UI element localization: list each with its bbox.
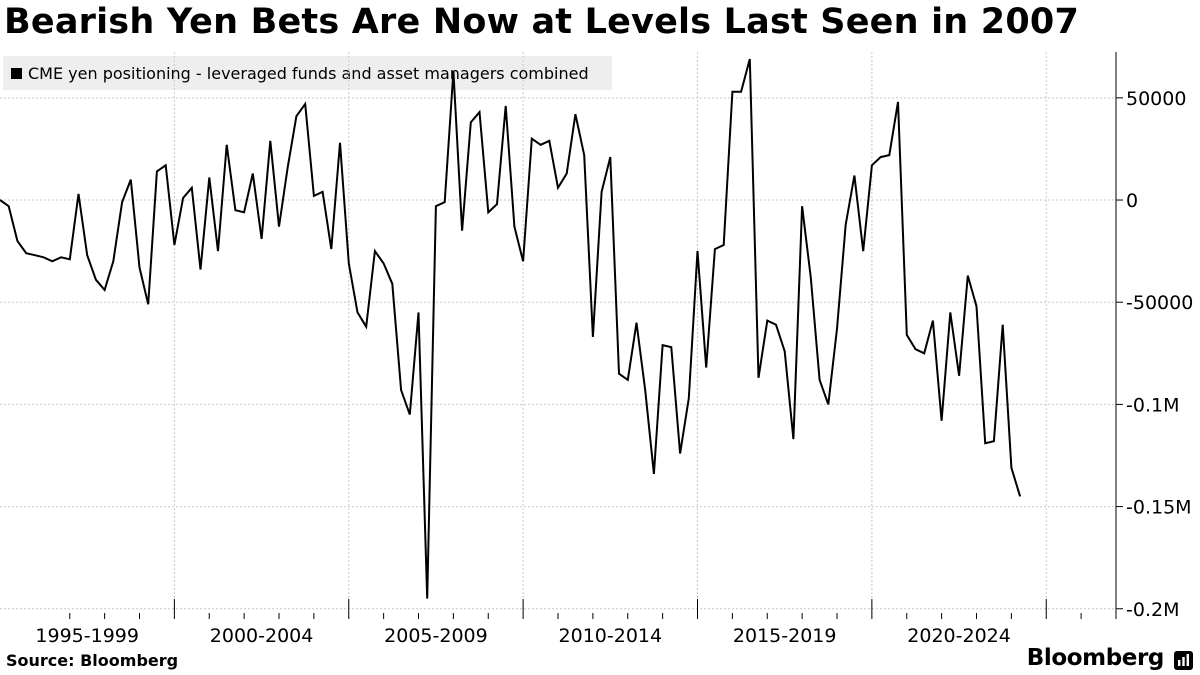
y-tick-label: -50000 <box>1126 292 1193 314</box>
y-tick-label: 0 <box>1126 190 1138 212</box>
tick-labels: 50000 0 -50000 -0.1M -0.15M -0.2M 1995-1999 200… <box>35 88 1193 647</box>
x-tick-label: 1995-1999 <box>35 625 139 647</box>
y-tick-label: 50000 <box>1126 88 1186 110</box>
source-note: Source: Bloomberg <box>6 651 179 670</box>
x-tick-label: 2010-2014 <box>559 625 663 647</box>
legend-label: CME yen positioning - leveraged funds an… <box>28 63 589 83</box>
x-tick-label: 2005-2009 <box>384 625 488 647</box>
y-tick-label: -0.1M <box>1126 394 1179 416</box>
x-tick-label: 2015-2019 <box>733 625 837 647</box>
gridlines <box>0 52 1116 619</box>
legend: CME yen positioning - leveraged funds an… <box>3 56 612 90</box>
legend-swatch <box>11 67 22 79</box>
chart-icon <box>1174 651 1193 670</box>
series <box>0 58 1022 599</box>
series-line <box>0 58 1022 599</box>
chart-title: Bearish Yen Bets Are Now at Levels Last … <box>4 2 1079 42</box>
x-tick-label: 2020-2024 <box>907 625 1011 647</box>
x-tick-label: 2000-2004 <box>210 625 314 647</box>
y-tick-label: -0.15M <box>1126 497 1192 519</box>
y-tick-label: -0.2M <box>1126 599 1179 621</box>
axes <box>69 52 1123 619</box>
bloomberg-logo: Bloomberg <box>1026 645 1165 671</box>
